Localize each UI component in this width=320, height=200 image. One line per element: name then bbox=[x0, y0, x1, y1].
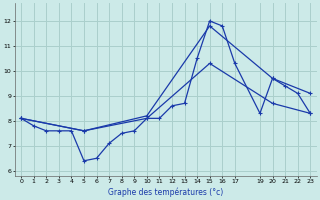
X-axis label: Graphe des températures (°c): Graphe des températures (°c) bbox=[108, 187, 223, 197]
